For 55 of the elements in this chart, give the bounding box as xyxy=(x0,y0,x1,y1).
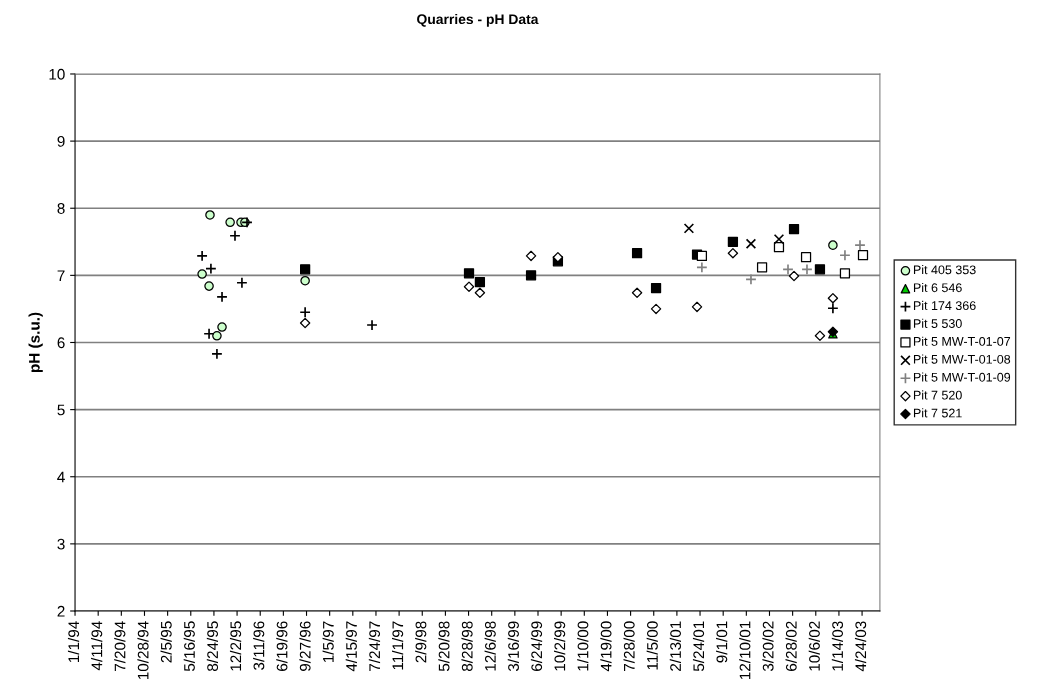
legend-label: Pit 7 520 xyxy=(913,390,962,400)
x-tick-label: 5/16/95 xyxy=(183,621,195,672)
legend-label: Pit 7 521 xyxy=(913,408,962,418)
x-tick-label: 1/5/97 xyxy=(322,621,334,663)
x-tick-label: 2/13/01 xyxy=(669,621,681,671)
x-tick-label: 7/24/97 xyxy=(368,621,381,671)
x-tick-label: 11/1/97 xyxy=(391,621,404,670)
x-tick-label: 4/11/94 xyxy=(91,621,103,671)
x-tick-label: 9/27/96 xyxy=(299,621,311,671)
chart-title: Quarries - pH Data xyxy=(417,13,539,27)
x-tick-label: 12/2/95 xyxy=(229,621,242,671)
y-tick-label: 6 xyxy=(57,337,65,349)
legend-label: Pit 405 353 xyxy=(913,265,976,275)
legend-label: Pit 5 530 xyxy=(913,318,962,328)
y-tick-label: 10 xyxy=(49,68,65,80)
x-tick-label: 10/28/94 xyxy=(137,621,149,680)
x-tick-label: 3/11/96 xyxy=(253,621,265,670)
x-tick-label: 10/6/02 xyxy=(808,621,820,671)
x-tick-label: 2/5/95 xyxy=(160,621,172,663)
y-tick-label: 9 xyxy=(57,135,65,147)
x-tick-label: 12/6/98 xyxy=(484,621,496,671)
y-tick-label: 5 xyxy=(57,404,65,416)
x-tick-label: 8/28/98 xyxy=(461,621,473,672)
y-tick-label: 3 xyxy=(57,538,65,550)
x-tick-label: 4/19/00 xyxy=(600,621,612,672)
x-tick-label: 1/14/03 xyxy=(831,621,844,671)
x-tick-label: 9/1/01 xyxy=(716,621,728,663)
y-tick-label: 7 xyxy=(57,270,65,281)
x-tick-label: 12/10/01 xyxy=(739,621,751,680)
x-tick-label: 10/2/99 xyxy=(554,621,566,671)
x-tick-label: 4/24/03 xyxy=(854,621,867,672)
x-tick-label: 7/28/00 xyxy=(623,621,635,671)
y-tick-label: 2 xyxy=(57,605,65,617)
legend-label: Pit 5 MW-T-01-07 xyxy=(913,336,1011,346)
x-tick-label: 6/19/96 xyxy=(276,621,288,671)
x-tick-label: 8/24/95 xyxy=(206,621,219,672)
x-tick-label: 3/20/02 xyxy=(762,621,774,672)
x-tick-label: 1/1/94 xyxy=(67,621,80,663)
x-tick-label: 6/24/99 xyxy=(530,621,543,671)
x-tick-label: 11/5/00 xyxy=(646,621,658,670)
y-tick-label: 4 xyxy=(57,471,65,483)
legend-label: Pit 5 MW-T-01-09 xyxy=(913,372,1011,382)
x-tick-label: 6/28/02 xyxy=(785,621,797,671)
x-tick-label: 4/15/97 xyxy=(345,621,357,672)
x-tick-label: 1/10/00 xyxy=(577,621,589,671)
x-tick-label: 5/24/01 xyxy=(692,621,705,672)
x-tick-label: 3/16/99 xyxy=(507,621,519,672)
x-tick-label: 5/20/98 xyxy=(438,621,450,672)
y-axis-title: pH (s.u.) xyxy=(28,312,43,373)
legend-label: Pit 5 MW-T-01-08 xyxy=(913,354,1011,364)
legend-label: Pit 6 546 xyxy=(913,282,962,293)
legend-label: Pit 174 366 xyxy=(913,300,976,311)
x-tick-label: 7/20/94 xyxy=(114,621,126,671)
x-tick-label: 2/9/98 xyxy=(415,621,427,663)
y-tick-label: 8 xyxy=(57,203,65,214)
